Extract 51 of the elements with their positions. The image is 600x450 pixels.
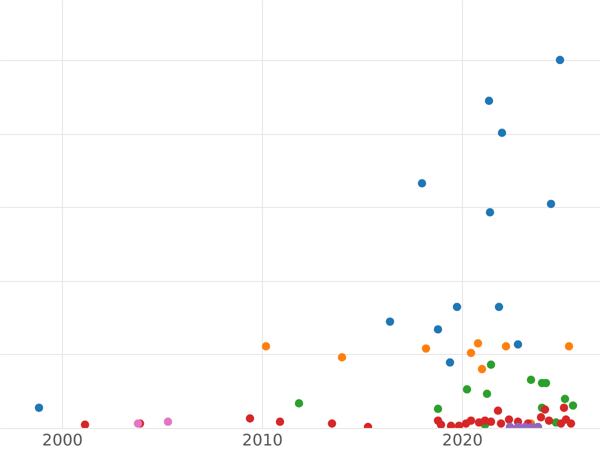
point (514, 340, 522, 349)
point (434, 404, 442, 414)
point (246, 414, 254, 423)
point (436, 420, 446, 428)
x-tick-label: 2000 (42, 430, 83, 450)
point (496, 419, 506, 428)
point (498, 128, 506, 138)
point (422, 344, 430, 353)
point (482, 390, 492, 398)
point (386, 317, 394, 326)
point (466, 348, 476, 358)
point (328, 419, 336, 428)
point (486, 360, 496, 369)
point (560, 404, 568, 412)
point (568, 401, 578, 410)
point (418, 179, 426, 188)
point (452, 302, 462, 312)
point (560, 394, 570, 404)
point (478, 364, 486, 374)
point (566, 419, 576, 428)
point (546, 200, 556, 208)
point (486, 418, 496, 426)
point (34, 404, 44, 412)
point (434, 325, 442, 334)
point (484, 96, 494, 106)
point (164, 418, 172, 426)
x-tick-label: 2010 (242, 430, 283, 450)
point (536, 413, 546, 422)
point (446, 422, 456, 428)
point (466, 416, 476, 425)
point (494, 406, 502, 415)
point (564, 342, 574, 350)
point (486, 208, 494, 217)
point (338, 353, 346, 362)
point (556, 419, 566, 428)
point (474, 339, 482, 348)
point (262, 342, 270, 350)
point (454, 422, 464, 428)
point (540, 405, 550, 414)
point (80, 420, 90, 428)
point (504, 415, 514, 424)
point (294, 399, 304, 408)
point (544, 416, 554, 425)
x-tick-label: 2020 (442, 430, 483, 450)
point (494, 302, 504, 312)
point (556, 56, 564, 64)
point (526, 376, 536, 384)
point (462, 385, 472, 394)
point (276, 418, 284, 426)
point (446, 358, 454, 367)
point (502, 342, 510, 350)
